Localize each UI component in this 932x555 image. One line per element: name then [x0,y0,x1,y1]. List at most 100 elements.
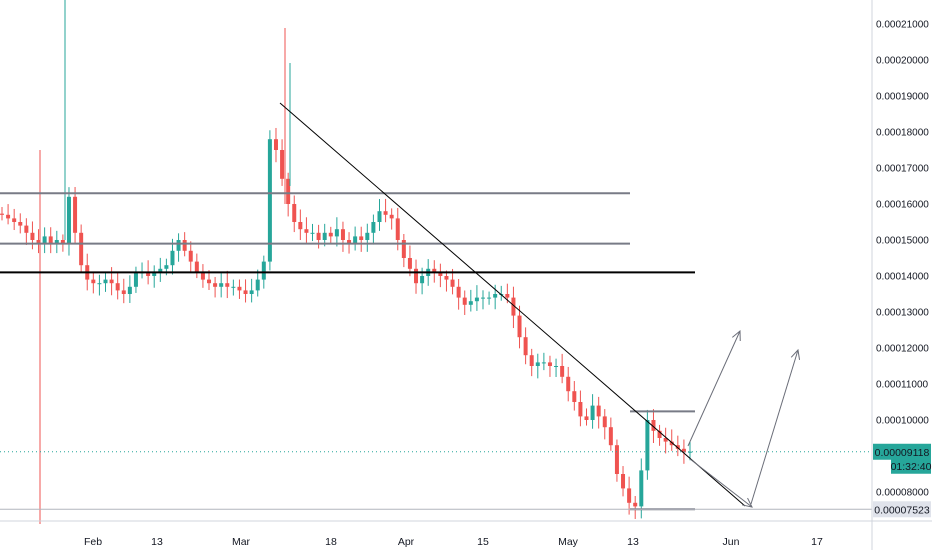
candle-body [42,236,47,244]
candle-body [286,178,291,204]
candle-body [48,236,53,244]
projection-arrow-up-2 [750,349,799,505]
projection-arrow-up-2-head [790,348,801,360]
candle-body [602,416,607,428]
candle-body [450,279,455,287]
last-price-text: 0.00009118 [875,447,930,459]
x-tick-label: Mar [232,536,251,548]
candle-body [109,279,114,284]
y-tick-label: 0.00008000 [876,488,929,499]
candle-body [383,211,388,215]
candle-body [657,430,662,438]
candle-body [328,232,333,237]
projection-arrow-down [689,458,753,508]
candle-body [468,301,473,305]
candle-body [340,229,345,240]
candle-body [103,279,108,284]
y-tick-label: 0.00021000 [876,20,929,31]
candle-body [347,240,352,244]
candle-body [688,451,692,453]
candle-body [420,276,425,284]
last-price-badge [873,443,931,460]
candle-body [310,232,315,234]
x-tick-label: 17 [811,536,823,548]
y-tick-label: 0.00016000 [876,200,929,211]
candle-body [669,441,674,446]
candle-body [36,240,41,244]
y-tick-label: 0.00010000 [876,416,929,427]
candle-body [66,196,71,244]
y-tick-label: 0.00017000 [876,164,929,175]
candle-body [377,211,382,222]
candle-body [237,286,242,291]
candle-body [152,272,157,276]
x-tick-label: 18 [325,536,337,548]
y-tick-label: 0.00015000 [876,236,929,247]
candle-body [24,225,29,233]
candle-body [633,502,638,507]
candle-body [304,229,309,233]
candle-body [219,283,224,287]
candle-body [675,445,680,449]
candle-body [663,438,668,442]
candle-body [493,294,498,298]
candle-body [91,279,96,284]
candle-body [207,279,212,284]
candle-body [18,222,23,226]
candle-body [334,229,339,237]
candle-body [590,405,595,420]
candle-body [231,286,236,288]
candle-body [365,232,370,240]
candle-body [127,286,132,294]
x-tick-label: Apr [398,536,415,548]
candle-body [261,261,266,280]
candle-body [389,214,394,219]
candle-body [371,222,376,233]
x-tick-label: 13 [627,536,639,548]
candle-body [651,420,656,431]
candle-body [158,268,163,273]
y-tick-label: 0.00019000 [876,92,929,103]
candle-body [645,420,650,471]
candle-body [164,265,169,269]
candle-body [566,376,571,392]
candle-body [523,337,528,356]
candle-body [133,272,138,287]
y-tick-label: 0.00018000 [876,128,929,139]
candle-body [401,240,406,258]
candle-body [639,470,644,507]
candle-body [0,213,4,215]
candle-body [359,236,364,240]
candle-body [60,240,65,244]
candle-body [487,297,492,299]
candle-body [529,355,534,366]
candle-body [12,218,17,222]
candle-body [578,402,583,417]
candle-body [572,391,577,402]
candle-body [200,272,205,280]
candle-body [213,283,218,287]
candle-body [97,283,102,285]
projection-arrow-up-1-head [732,329,741,342]
x-tick-label: Jun [723,536,740,548]
candle-body [596,405,601,417]
candle-body [438,272,443,276]
y-tick-label: 0.00020000 [876,56,929,67]
candle-body [627,488,632,503]
candle-body [505,294,510,298]
candle-body [554,366,559,367]
projection-arrow-up-1 [687,330,741,447]
y-tick-label: 0.00012000 [876,344,929,355]
countdown-badge [891,458,931,474]
y-tick-label: 0.00014000 [876,272,929,283]
candle-body [6,214,11,219]
low-price-badge [873,501,931,518]
candle-body [316,232,321,240]
candle-body [73,196,78,233]
candle-body [414,268,419,284]
x-tick-label: Feb [84,536,102,548]
candle-body [54,240,59,244]
candle-body [474,297,479,302]
candle-body [535,362,540,366]
